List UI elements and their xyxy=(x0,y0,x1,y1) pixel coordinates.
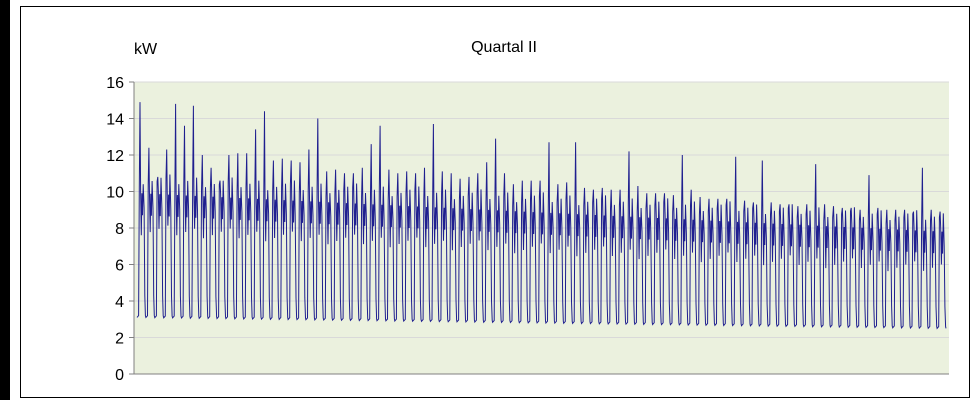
window-edge xyxy=(0,0,10,400)
series-group xyxy=(136,102,947,330)
y-tick-label: 12 xyxy=(106,148,124,165)
y-tick-label: 0 xyxy=(115,367,124,384)
y-tick-label: 10 xyxy=(106,185,124,202)
series-line-kw xyxy=(136,102,947,330)
chart-title: Quartal II xyxy=(471,39,537,56)
y-tick-label: 6 xyxy=(115,258,124,275)
y-tick-label: 2 xyxy=(115,331,124,348)
chart-frame: 0 2 4 6 8 10 12 14 16 Quartal II kW xyxy=(20,6,970,398)
y-tick-label: 8 xyxy=(115,221,124,238)
y-axis-unit: kW xyxy=(134,41,158,58)
y-tick-label: 16 xyxy=(106,75,124,92)
line-chart: 0 2 4 6 8 10 12 14 16 Quartal II kW xyxy=(106,39,949,384)
y-tick-label: 14 xyxy=(106,112,124,129)
y-tick-label: 4 xyxy=(115,294,124,311)
y-tick-labels: 0 2 4 6 8 10 12 14 16 xyxy=(106,75,134,384)
